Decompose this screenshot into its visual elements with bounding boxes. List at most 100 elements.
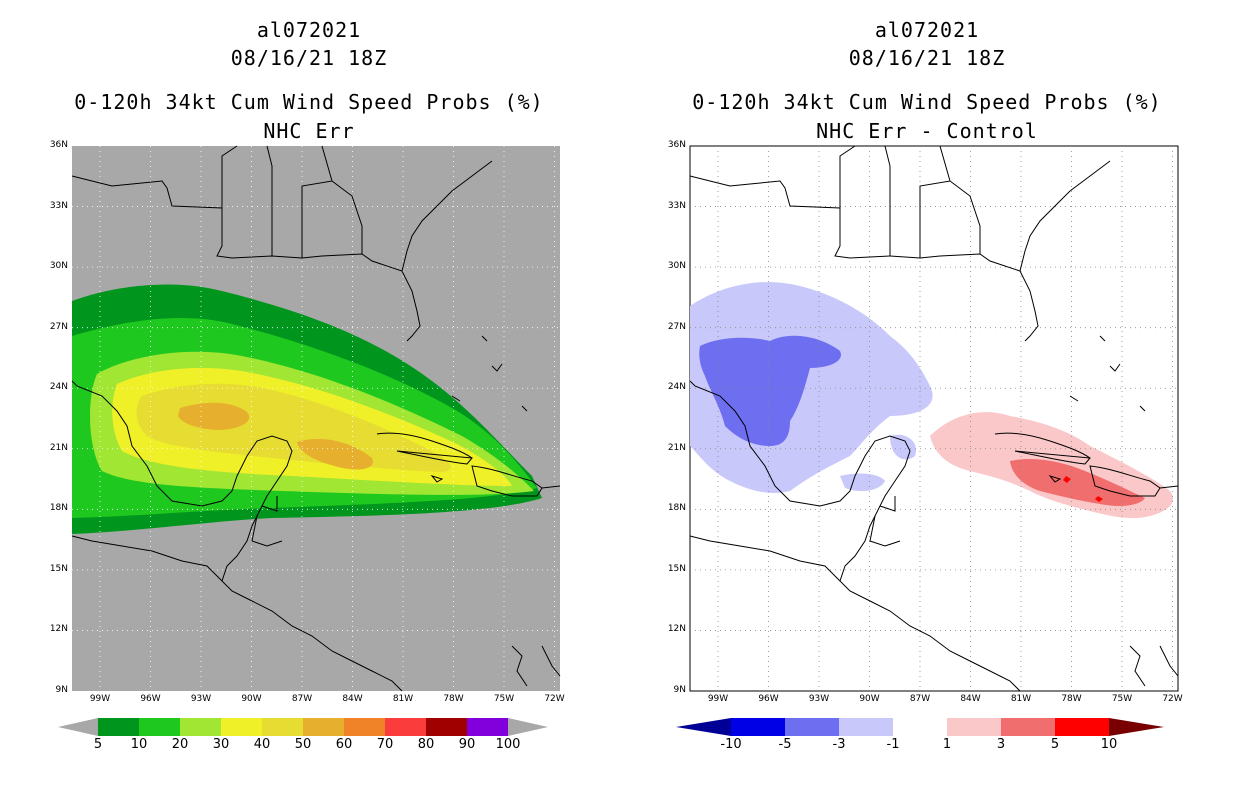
- lon-label: 78W: [443, 694, 464, 704]
- lon-label: 96W: [758, 694, 779, 704]
- colorbar-box: [303, 718, 344, 736]
- lat-label: 18N: [667, 503, 686, 514]
- lon-label: 87W: [291, 694, 313, 704]
- left-colorbar: [58, 718, 548, 736]
- lat-label: 27N: [49, 321, 68, 332]
- lat-label: 36N: [667, 140, 686, 150]
- lon-label: 99W: [89, 694, 111, 704]
- right-colorbar: [676, 718, 1164, 736]
- colorbar-label: 10: [1100, 737, 1118, 752]
- colorbar-box: [1055, 718, 1109, 736]
- right-datetime: 08/16/21 18Z: [848, 46, 1006, 70]
- lon-label: 75W: [1111, 694, 1133, 704]
- left-storm-id: al072021: [256, 18, 362, 42]
- lon-label: 93W: [808, 694, 830, 704]
- right-subtitle: NHC Err - Control: [816, 119, 1038, 143]
- lat-label: 24N: [49, 382, 68, 393]
- prob-50-60-a: [178, 402, 250, 430]
- lat-label: 24N: [667, 382, 686, 393]
- lat-label: 36N: [49, 140, 68, 150]
- colorbar-low-arrow: [676, 718, 731, 736]
- lat-label: 21N: [667, 442, 686, 453]
- colorbar-label: -5: [778, 737, 792, 752]
- lat-label: 9N: [55, 685, 68, 695]
- diff-neg-3-5: [699, 335, 841, 446]
- lon-label: 84W: [960, 694, 981, 704]
- diff-pos-5-10-b: [1095, 496, 1103, 502]
- lat-label: 12N: [49, 624, 68, 635]
- colorbar-label: 70: [376, 737, 394, 752]
- colorbar-label: 40: [253, 737, 271, 752]
- colorbar-label: 60: [335, 737, 353, 752]
- probability-contours: [72, 284, 542, 534]
- colorbar-high-arrow: [1109, 718, 1164, 736]
- colorbar-label: 50: [294, 737, 312, 752]
- colorbar-box: [262, 718, 303, 736]
- lat-label: 30N: [667, 261, 686, 272]
- colorbar-label: 80: [417, 737, 435, 752]
- left-product-title: 0-120h 34kt Cum Wind Speed Probs (%): [74, 90, 544, 114]
- colorbar-label: 10: [130, 737, 148, 752]
- colorbar-box: [731, 718, 785, 736]
- colorbar-box: [139, 718, 180, 736]
- lat-label: 30N: [49, 261, 68, 272]
- colorbar-label: 100: [495, 737, 521, 752]
- lon-label: 81W: [1010, 694, 1032, 704]
- lon-label: 78W: [1061, 694, 1082, 704]
- left-panel: al072021 08/16/21 18Z 0-120h 34kt Cum Wi…: [49, 18, 565, 752]
- lat-label: 27N: [667, 321, 686, 332]
- lon-label: 72W: [1162, 694, 1183, 704]
- colorbar-box: [947, 718, 1001, 736]
- lon-label: 93W: [190, 694, 212, 704]
- left-map: [71, 145, 561, 692]
- left-datetime: 08/16/21 18Z: [230, 46, 388, 70]
- lat-label: 12N: [667, 624, 686, 635]
- colorbar-label: 30: [212, 737, 230, 752]
- colorbar-box: [221, 718, 262, 736]
- lon-label: 72W: [544, 694, 565, 704]
- colorbar-box: [467, 718, 508, 736]
- colorbar-label: -1: [886, 737, 900, 752]
- colorbar-label: -10: [720, 737, 742, 752]
- coastlines: [71, 145, 561, 692]
- colorbar-box: [893, 718, 947, 736]
- lat-label: 18N: [49, 503, 68, 514]
- colorbar-box: [344, 718, 385, 736]
- colorbar-box: [385, 718, 426, 736]
- colorbar-box: [426, 718, 467, 736]
- right-panel: al072021 08/16/21 18Z 0-120h 34kt Cum Wi…: [618, 0, 1236, 800]
- colorbar-box: [180, 718, 221, 736]
- lon-label: 84W: [342, 694, 363, 704]
- lat-label: 33N: [49, 200, 68, 211]
- lon-label: 90W: [859, 694, 880, 704]
- lon-label: 87W: [909, 694, 931, 704]
- lat-label: 9N: [673, 685, 686, 695]
- lon-label: 99W: [707, 694, 729, 704]
- colorbar-label: 5: [1050, 737, 1060, 752]
- right-map: [689, 145, 1179, 692]
- lon-label: 75W: [493, 694, 515, 704]
- lat-label: 33N: [667, 200, 686, 211]
- colorbar-low-arrow: [58, 718, 98, 736]
- diff-pos-5-10-a: [1063, 476, 1071, 483]
- colorbar-box: [98, 718, 139, 736]
- prob-50-60-b: [297, 438, 373, 470]
- left-subtitle: NHC Err: [263, 119, 355, 143]
- lon-label: 81W: [392, 694, 414, 704]
- lat-label: 15N: [667, 563, 686, 574]
- lon-label: 96W: [140, 694, 161, 704]
- lon-label: 90W: [241, 694, 262, 704]
- colorbar-label: 1: [942, 737, 952, 752]
- colorbar-label: 5: [93, 737, 103, 752]
- right-product-title: 0-120h 34kt Cum Wind Speed Probs (%): [692, 90, 1162, 114]
- coastlines: [689, 145, 1179, 692]
- right-storm-id: al072021: [874, 18, 980, 42]
- colorbar-label: 3: [996, 737, 1006, 752]
- colorbar-box: [785, 718, 839, 736]
- diff-pos-3-5: [1010, 459, 1145, 506]
- colorbar-box: [1001, 718, 1055, 736]
- colorbar-label: 90: [458, 737, 476, 752]
- lat-label: 15N: [49, 563, 68, 574]
- colorbar-label: -3: [832, 737, 846, 752]
- colorbar-box: [839, 718, 893, 736]
